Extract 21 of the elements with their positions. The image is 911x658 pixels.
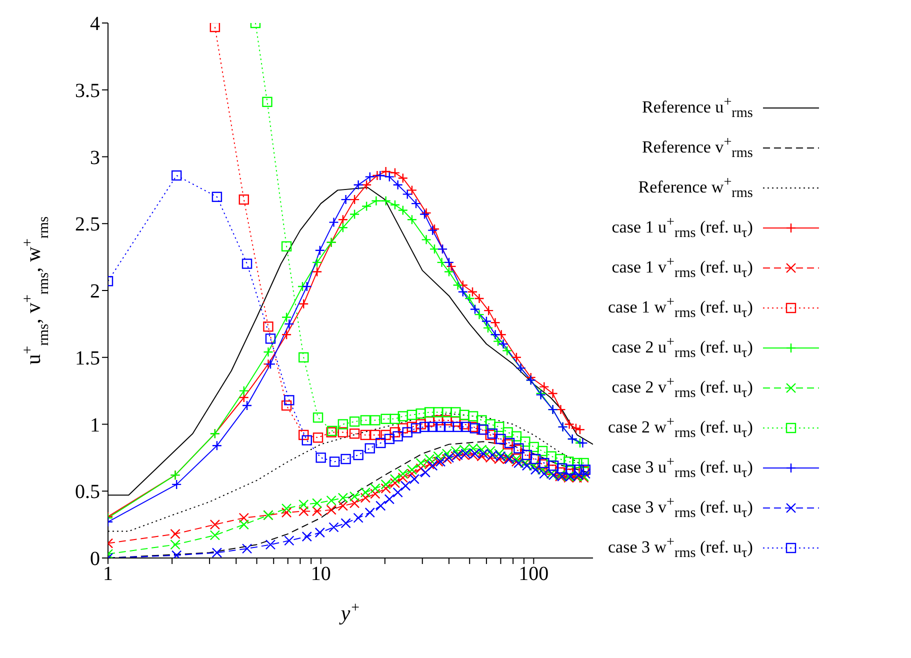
legend-label: case 3 u$^{+}$$_{rms}$ (ref. u$_{τ}$) bbox=[612, 454, 753, 482]
y-tick-label: 3 bbox=[90, 146, 100, 169]
legend-label: case 2 w$^{+}$$_{rms}$ (ref. u$_{τ}$) bbox=[608, 414, 753, 442]
legend-label: case 3 v$^{+}$$_{rms}$ (ref. u$_{τ}$) bbox=[612, 494, 753, 522]
x-axis-title: y$^{+}$ bbox=[338, 600, 360, 625]
x-tick-label: 100 bbox=[518, 563, 549, 586]
legend-label: case 3 w$^{+}$$_{rms}$ (ref. u$_{τ}$) bbox=[608, 534, 753, 562]
y-tick-label: 1.5 bbox=[75, 347, 100, 370]
y-tick-label: 0 bbox=[90, 548, 100, 570]
legend-label: case 2 u$^{+}$$_{rms}$ (ref. u$_{τ}$) bbox=[612, 334, 753, 362]
y-tick-label: 0.5 bbox=[75, 481, 100, 504]
legend-label: case 1 w$^{+}$$_{rms}$ (ref. u$_{τ}$) bbox=[608, 294, 753, 322]
y-tick-label: 1 bbox=[90, 414, 100, 436]
x-tick-label: 10 bbox=[310, 563, 331, 586]
y-tick-label: 4 bbox=[90, 13, 100, 36]
y-tick-label: 2 bbox=[90, 280, 100, 303]
legend-label: case 2 v$^{+}$$_{rms}$ (ref. u$_{τ}$) bbox=[612, 374, 753, 402]
legend-label: case 1 u$^{+}$$_{rms}$ (ref. u$_{τ}$) bbox=[612, 214, 753, 242]
y-tick-label: 2.5 bbox=[75, 214, 100, 236]
y-tick-label: 3.5 bbox=[75, 80, 100, 102]
legend-label: case 1 v$^{+}$$_{rms}$ (ref. u$_{τ}$) bbox=[612, 254, 753, 282]
